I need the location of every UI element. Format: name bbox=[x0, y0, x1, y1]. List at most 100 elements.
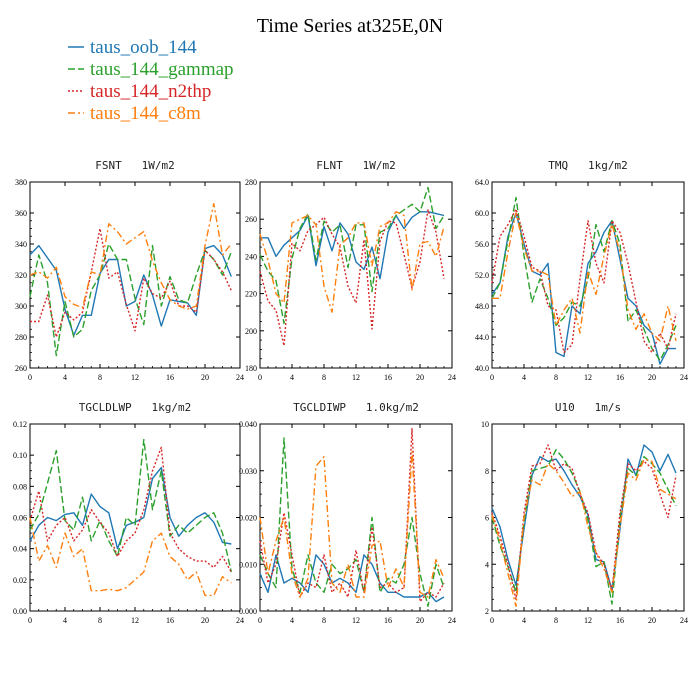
y-tick-label: 0.040 bbox=[239, 420, 257, 429]
x-tick-label: 0 bbox=[490, 616, 494, 625]
x-tick-label: 20 bbox=[648, 373, 656, 382]
x-tick-label: 4 bbox=[63, 373, 67, 382]
legend-entry: taus_144_c8m bbox=[68, 103, 201, 124]
series-line bbox=[29, 202, 232, 310]
y-tick-label: 0.02 bbox=[13, 576, 27, 585]
x-tick-label: 16 bbox=[616, 373, 624, 382]
y-tick-label: 0.10 bbox=[13, 451, 27, 460]
x-tick-label: 4 bbox=[290, 373, 294, 382]
y-tick-label: 200 bbox=[245, 327, 257, 336]
y-tick-label: 0.030 bbox=[239, 467, 257, 476]
x-tick-label: 8 bbox=[98, 616, 102, 625]
series-line bbox=[491, 212, 676, 365]
chart-panel: TMQ 1kg/m2 40.0 44.0 48.0 52.0 56.0 60.0 64.0 0 4… bbox=[475, 159, 688, 382]
x-tick-label: 4 bbox=[290, 616, 294, 625]
x-tick-label: 20 bbox=[201, 616, 209, 625]
series-line bbox=[491, 444, 677, 600]
y-tick-label: 260 bbox=[15, 364, 27, 373]
x-tick-label: 24 bbox=[236, 616, 244, 625]
x-tick-label: 16 bbox=[616, 616, 624, 625]
series-line bbox=[259, 451, 445, 598]
panel-title: TGCLDLWP 1kg/m2 bbox=[79, 401, 192, 414]
x-tick-label: 24 bbox=[680, 373, 688, 382]
legend-label: taus_144_gammap bbox=[90, 59, 234, 80]
series-line bbox=[491, 449, 677, 605]
chart-panel: TGCLDLWP 1kg/m2 0.00 0.02 0.04 0.06 0.08 0.10 0… bbox=[13, 401, 244, 625]
y-tick-label: 44.0 bbox=[475, 333, 489, 342]
y-tick-label: 300 bbox=[15, 302, 27, 311]
legend-entry: taus_144_n2thp bbox=[68, 81, 211, 102]
series-line bbox=[259, 209, 445, 347]
x-tick-label: 0 bbox=[258, 373, 262, 382]
y-tick-label: 56.0 bbox=[475, 240, 489, 249]
x-tick-label: 8 bbox=[322, 373, 326, 382]
x-tick-label: 12 bbox=[352, 373, 360, 382]
x-tick-label: 20 bbox=[416, 616, 424, 625]
y-tick-label: 6 bbox=[485, 514, 489, 523]
x-tick-label: 16 bbox=[384, 616, 392, 625]
x-tick-label: 16 bbox=[166, 373, 174, 382]
series-line bbox=[30, 227, 232, 338]
x-tick-label: 0 bbox=[28, 373, 32, 382]
chart-panel: FSNT 1W/m2 260 280 300 320 340 360 380 0 4 8 12 16 20… bbox=[15, 159, 244, 382]
panel-title: FLNT 1W/m2 bbox=[316, 159, 395, 172]
y-tick-label: 0.020 bbox=[239, 514, 257, 523]
y-tick-label: 380 bbox=[15, 178, 27, 187]
x-tick-label: 12 bbox=[131, 616, 139, 625]
legend-label: taus_144_c8m bbox=[90, 103, 201, 124]
x-tick-label: 20 bbox=[201, 373, 209, 382]
x-tick-label: 8 bbox=[98, 373, 102, 382]
y-tick-label: 0.08 bbox=[13, 482, 27, 491]
chart-panel: TGCLDIWP 1.0kg/m2 0.000 0.010 0.020 0.030 0.0… bbox=[239, 401, 456, 625]
x-tick-label: 4 bbox=[63, 616, 67, 625]
y-tick-label: 220 bbox=[245, 290, 257, 299]
y-tick-label: 40.0 bbox=[475, 364, 489, 373]
y-tick-label: 4 bbox=[485, 560, 489, 569]
y-tick-label: 240 bbox=[245, 252, 257, 261]
x-tick-label: 16 bbox=[384, 373, 392, 382]
y-tick-label: 320 bbox=[15, 271, 27, 280]
y-tick-label: 60.0 bbox=[475, 209, 489, 218]
y-tick-label: 8 bbox=[485, 467, 489, 476]
x-tick-label: 12 bbox=[584, 616, 592, 625]
series-line bbox=[29, 243, 232, 357]
y-tick-label: 10 bbox=[481, 420, 489, 429]
x-tick-label: 4 bbox=[522, 616, 526, 625]
x-tick-label: 24 bbox=[448, 373, 456, 382]
y-tick-label: 260 bbox=[245, 215, 257, 224]
panel-title: TGCLDIWP 1.0kg/m2 bbox=[293, 401, 419, 414]
figure-title: Time Series at325E,0N bbox=[257, 15, 443, 37]
y-tick-label: 360 bbox=[15, 209, 27, 218]
y-tick-label: 180 bbox=[245, 364, 257, 373]
x-tick-label: 16 bbox=[166, 616, 174, 625]
x-tick-label: 12 bbox=[584, 373, 592, 382]
y-tick-label: 0.000 bbox=[239, 607, 257, 616]
series-line bbox=[29, 438, 232, 573]
legend-label: taus_oob_144 bbox=[90, 37, 197, 58]
y-tick-label: 0.010 bbox=[239, 560, 257, 569]
y-tick-label: 0.00 bbox=[13, 607, 27, 616]
series-line bbox=[491, 196, 677, 361]
y-tick-label: 0.06 bbox=[13, 514, 27, 523]
x-tick-label: 0 bbox=[490, 373, 494, 382]
x-tick-label: 12 bbox=[131, 373, 139, 382]
x-tick-label: 8 bbox=[554, 373, 558, 382]
series-line bbox=[491, 458, 677, 607]
y-tick-label: 48.0 bbox=[475, 302, 489, 311]
series-line bbox=[29, 244, 232, 337]
x-tick-label: 8 bbox=[554, 616, 558, 625]
y-tick-label: 0.04 bbox=[13, 545, 27, 554]
legend-entry: taus_144_gammap bbox=[68, 59, 234, 80]
y-tick-label: 2 bbox=[485, 607, 489, 616]
panel-title: FSNT 1W/m2 bbox=[95, 159, 174, 172]
x-tick-label: 8 bbox=[322, 616, 326, 625]
y-tick-label: 0.12 bbox=[13, 420, 27, 429]
y-tick-label: 280 bbox=[15, 333, 27, 342]
x-tick-label: 24 bbox=[236, 373, 244, 382]
panel-title: U10 1m/s bbox=[555, 401, 621, 414]
x-tick-label: 24 bbox=[680, 616, 688, 625]
x-tick-label: 0 bbox=[258, 616, 262, 625]
